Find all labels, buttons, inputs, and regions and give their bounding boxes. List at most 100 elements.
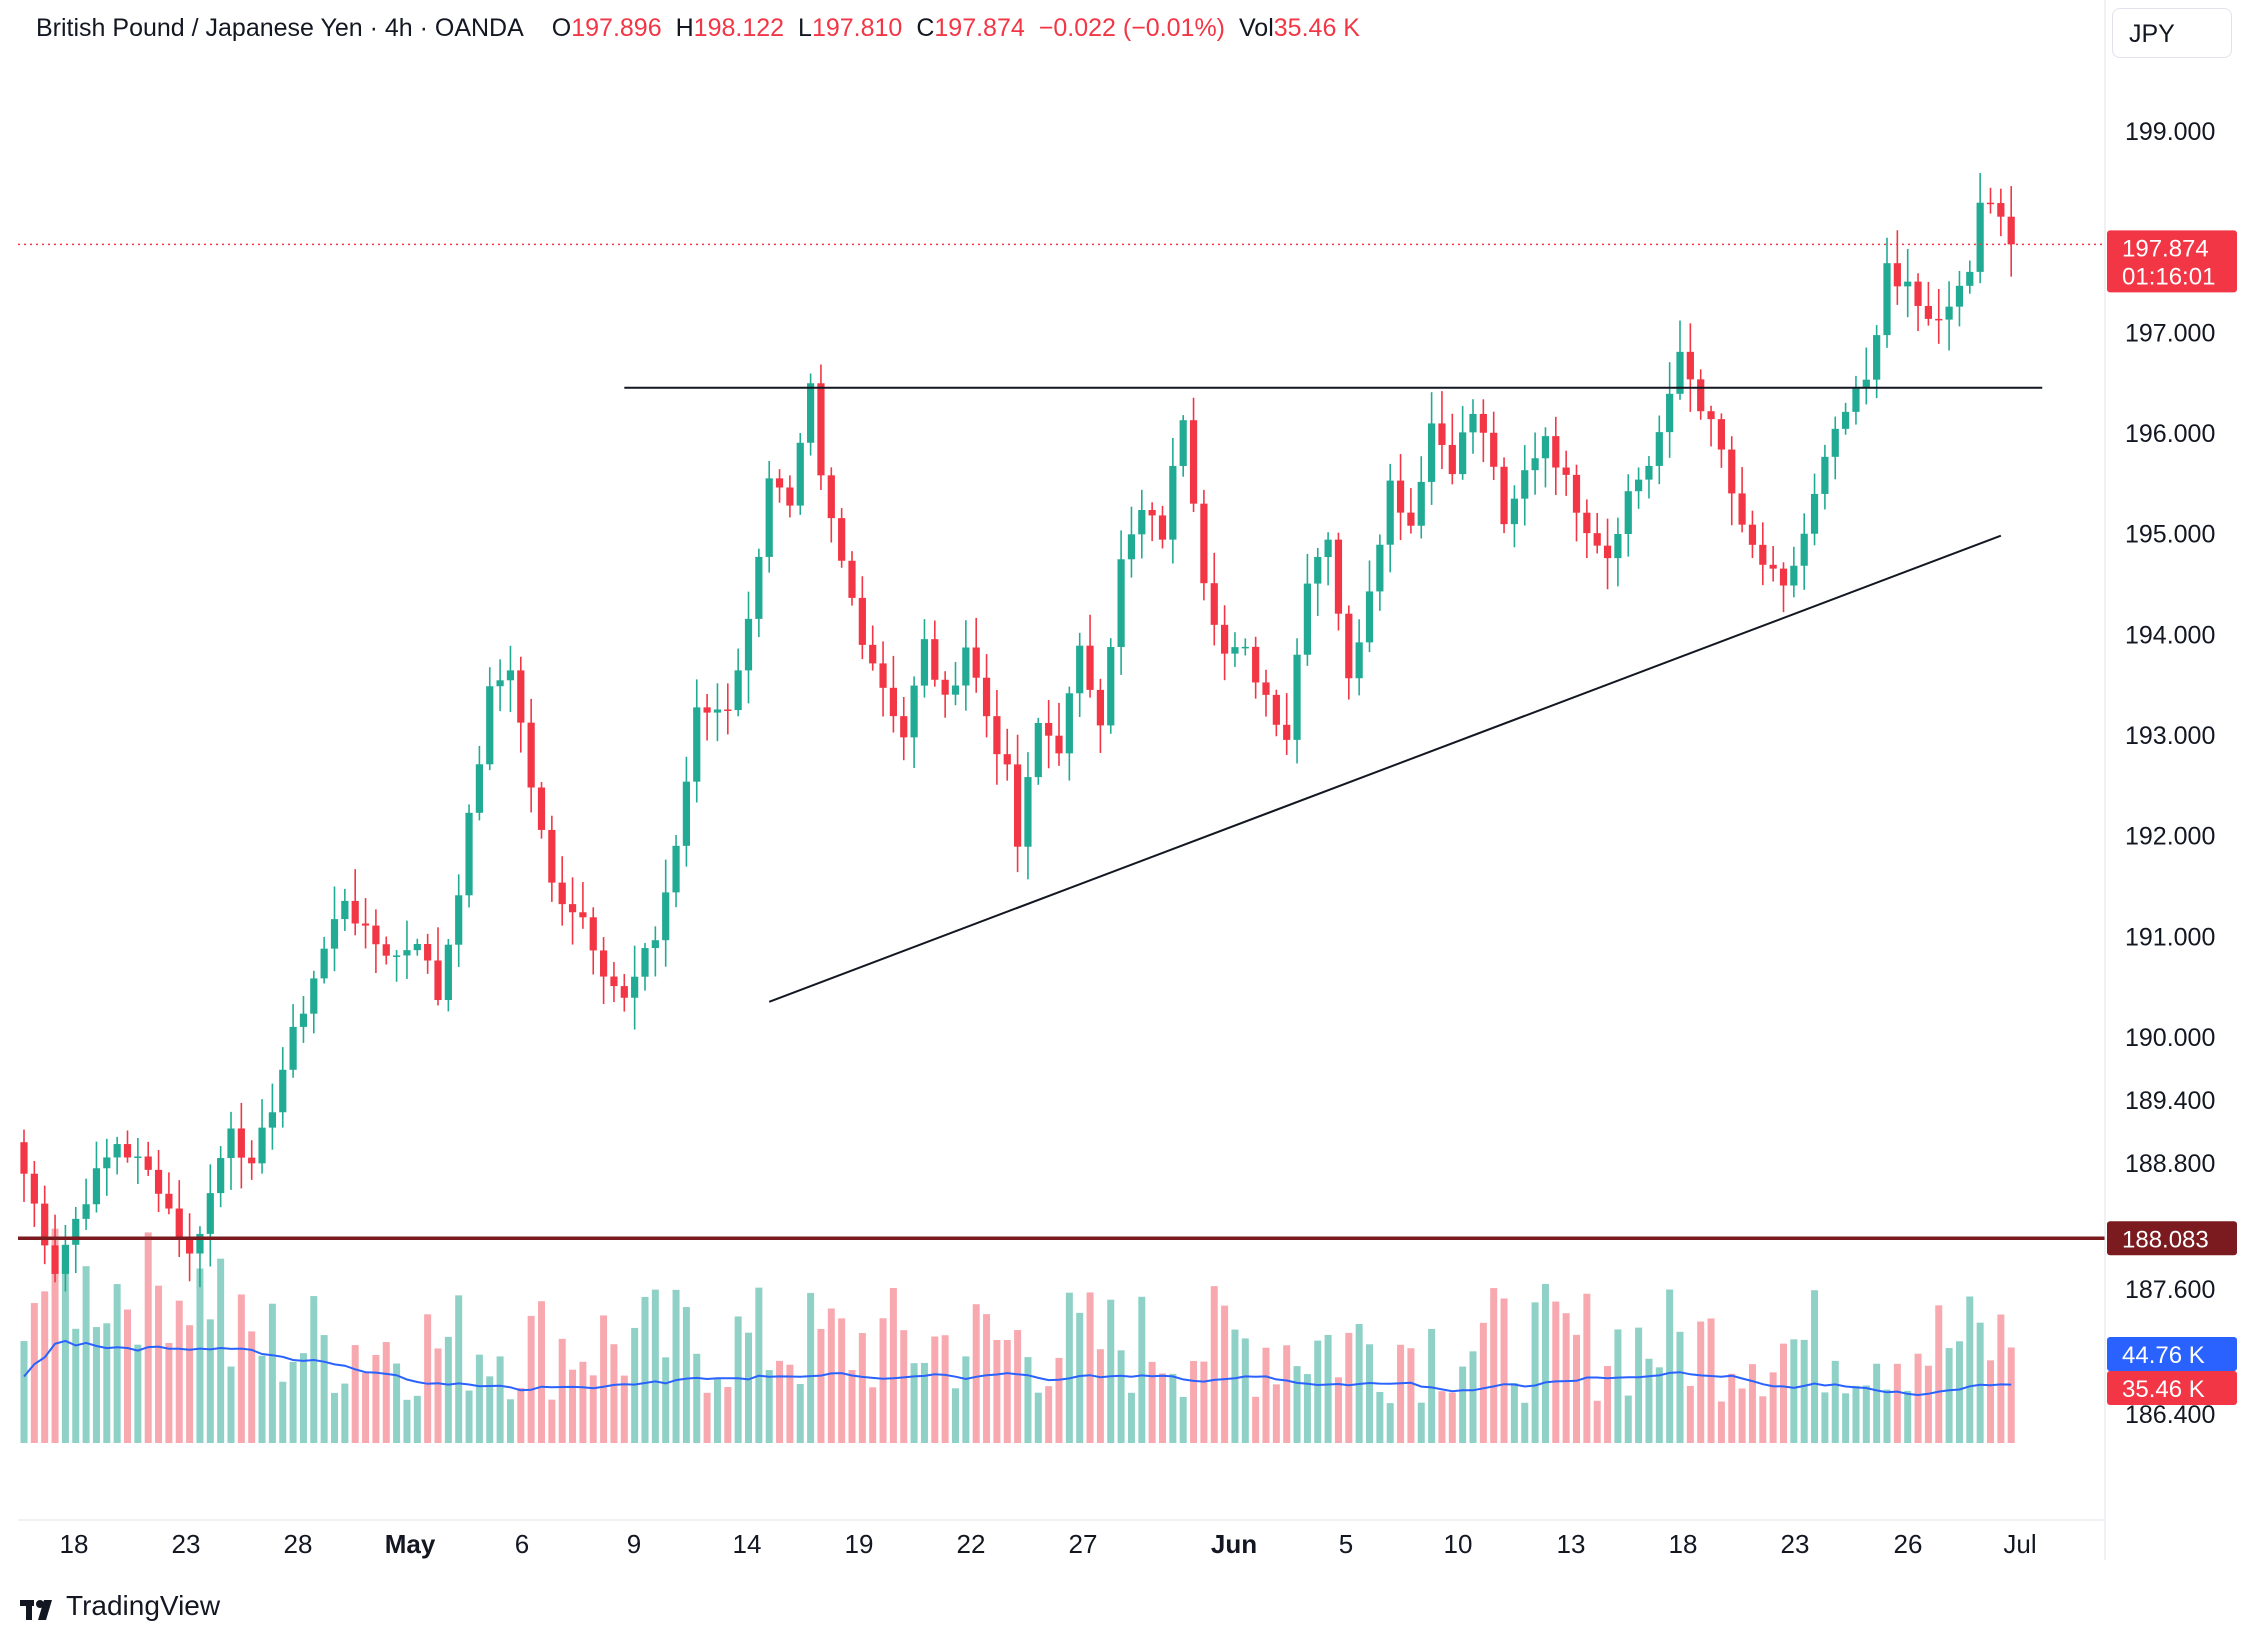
volume-bar: [1490, 1288, 1498, 1443]
candle: [1407, 488, 1415, 534]
volume-bar: [1583, 1293, 1591, 1443]
volume-bar: [1148, 1361, 1156, 1443]
price-axis[interactable]: 199.000 197.000 196.000 195.000 194.000 193.0…: [2125, 118, 2215, 1429]
candle: [1076, 632, 1084, 718]
candle: [403, 920, 411, 979]
volume-bar: [734, 1316, 742, 1443]
volume-bar: [1417, 1402, 1425, 1443]
candle: [92, 1141, 101, 1213]
volume-bar: [1800, 1339, 1808, 1443]
volume-bar: [1676, 1331, 1684, 1443]
candle: [1024, 752, 1032, 880]
candle: [1065, 686, 1073, 781]
volume-bar: [1914, 1353, 1922, 1443]
time-tick-label: 27: [1069, 1529, 1098, 1559]
volume-bar: [82, 1266, 90, 1443]
symbol-title[interactable]: British Pound / Japanese Yen · 4h · OAND…: [36, 14, 524, 42]
symbol-legend: British Pound / Japanese Yen · 4h · OAND…: [36, 14, 1360, 43]
volume-bar: [289, 1361, 297, 1443]
volume-bar: [1448, 1392, 1456, 1443]
rising-trendline[interactable]: [768, 534, 2002, 1003]
volume-bar: [1738, 1388, 1746, 1443]
candle: [444, 938, 452, 1012]
volume-bar: [817, 1328, 825, 1443]
candle: [175, 1180, 183, 1257]
volume-bar: [1231, 1329, 1239, 1443]
candle: [310, 970, 318, 1034]
candle: [775, 469, 784, 503]
candle: [1904, 248, 1912, 318]
candle: [1842, 402, 1850, 435]
candle: [900, 696, 908, 761]
volume-bar: [1024, 1357, 1032, 1443]
candle: [382, 936, 390, 965]
candle: [1821, 444, 1829, 510]
volume-bar: [1686, 1385, 1694, 1443]
volume-last-tag-text: 35.46 K: [2122, 1376, 2205, 1403]
candle: [1107, 638, 1115, 734]
price-tick-label: 188.800: [2125, 1150, 2215, 1178]
volume-bar: [600, 1315, 608, 1443]
candle: [279, 1047, 287, 1128]
candle: [1583, 499, 1591, 559]
candle: [1417, 456, 1425, 539]
candle: [786, 475, 794, 518]
time-tick-label: 23: [172, 1529, 201, 1559]
volume-bar: [1459, 1366, 1467, 1443]
price-tick-label: 190.000: [2125, 1024, 2215, 1052]
candle: [1852, 375, 1860, 425]
candle: [651, 926, 659, 977]
volume-bar: [1272, 1384, 1280, 1443]
volume-bar: [1397, 1344, 1405, 1443]
candle: [610, 961, 618, 1003]
volume-bar: [227, 1366, 235, 1443]
volume-bar: [186, 1325, 194, 1443]
candlesticks: [20, 173, 2015, 1292]
candle: [982, 654, 991, 738]
volume-bar: [506, 1399, 514, 1443]
candle: [1966, 260, 1974, 294]
candle: [341, 888, 349, 931]
candle: [1810, 473, 1819, 546]
candle: [1127, 506, 1136, 578]
volume-bar: [1076, 1312, 1084, 1443]
candle: [869, 625, 877, 671]
candle: [558, 856, 566, 926]
candle: [672, 834, 680, 908]
candle: [1541, 427, 1550, 488]
time-axis[interactable]: 18 23 28 May 6 9 14 19 22 27 Jun 5 10 13 18 23 26 Jul: [60, 1529, 2037, 1559]
volume-bar: [1987, 1360, 1994, 1443]
candle: [475, 745, 483, 821]
volume-bar: [1811, 1290, 1819, 1443]
volume-bar: [1831, 1360, 1839, 1443]
candle: [744, 591, 753, 704]
volume-bar: [610, 1344, 618, 1443]
volume-bar: [1428, 1328, 1436, 1443]
volume-bar: [1821, 1392, 1829, 1443]
volume-bar: [1117, 1350, 1125, 1443]
time-tick-label: 26: [1894, 1529, 1923, 1559]
volume-bar: [1159, 1373, 1166, 1443]
volume-bar: [1479, 1322, 1487, 1443]
candle: [1469, 399, 1477, 454]
candle: [20, 1129, 28, 1202]
tradingview-logo[interactable]: TradingView: [20, 1590, 220, 1622]
price-tick-label: 189.400: [2125, 1087, 2215, 1115]
volume-bar: [1614, 1329, 1622, 1443]
volume-bar: [1252, 1396, 1260, 1443]
volume-bar: [2007, 1347, 2015, 1443]
candle: [827, 467, 835, 543]
volume-bar: [776, 1360, 784, 1443]
candle: [165, 1172, 173, 1215]
candle: [2007, 186, 2015, 277]
volume-bar: [755, 1287, 763, 1443]
currency-button[interactable]: JPY: [2112, 8, 2232, 58]
low-label: L: [798, 14, 812, 42]
candle: [807, 373, 815, 456]
candle: [600, 937, 608, 1005]
candle: [1045, 700, 1053, 769]
volume-bars: [20, 1228, 2015, 1443]
candle: [1262, 669, 1270, 717]
time-tick-label: May: [385, 1529, 436, 1559]
